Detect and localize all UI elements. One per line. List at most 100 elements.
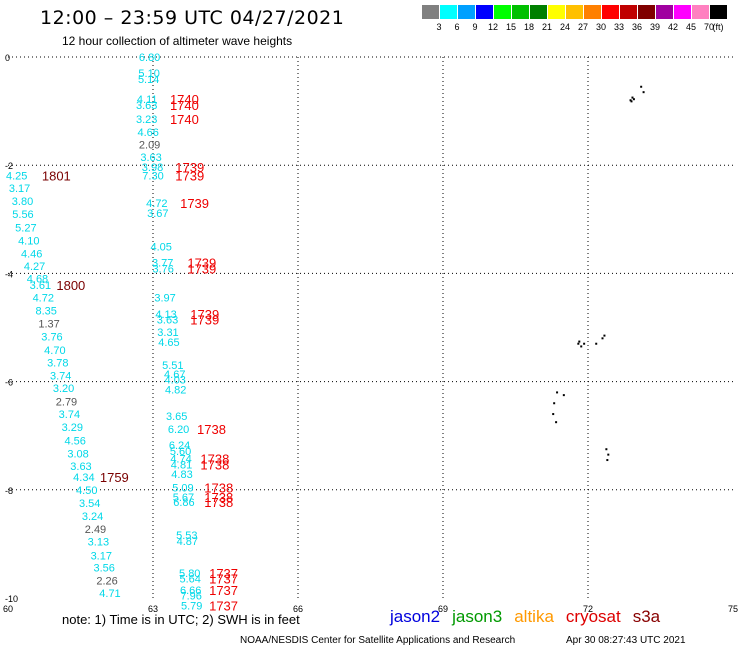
wave-height-value: 4.50 <box>76 485 97 497</box>
scale-swatch <box>440 5 457 19</box>
satellite-legend: jason2 jason3 altika cryosat s3a <box>390 607 672 627</box>
wave-height-value: 2.09 <box>139 140 160 152</box>
wave-height-value: 6.24 <box>169 440 190 452</box>
wave-height-value: 4.66 <box>137 127 158 139</box>
wave-height-value: 2.79 <box>56 397 77 409</box>
wave-height-value: 4.70 <box>44 345 65 357</box>
footer-note: note: 1) Time is in UTC; 2) SWH is in fe… <box>62 612 300 627</box>
wave-height-value: 4.13 <box>155 309 176 321</box>
wave-height-value: 5.51 <box>162 360 183 372</box>
wave-height-value: 3.63 <box>140 152 161 164</box>
time-label: 1738 <box>200 451 229 466</box>
wave-height-value: 3.17 <box>9 183 30 195</box>
wave-height-value: 3.20 <box>53 383 74 395</box>
satellite-legend-item: s3a <box>632 607 661 626</box>
credit-text: NOAA/NESDIS Center for Satellite Applica… <box>240 635 516 646</box>
wave-height-value: 3.29 <box>62 422 83 434</box>
wave-height-value: 3.80 <box>12 196 33 208</box>
scale-label: 39 <box>649 22 660 32</box>
time-label: 1801 <box>42 168 71 183</box>
land-outline-mark <box>631 96 634 99</box>
land-outline-mark <box>578 340 581 343</box>
wave-height-value: 3.77 <box>152 258 173 270</box>
time-label: 1738 <box>204 495 233 510</box>
scale-swatch <box>710 5 727 19</box>
x-tick-label: 69 <box>438 604 448 614</box>
wave-height-value: 3.65 <box>166 411 187 423</box>
wave-height-value: 3.56 <box>93 563 114 575</box>
scale-swatch <box>692 5 709 19</box>
land-outline-mark <box>595 342 598 345</box>
scale-swatch <box>656 5 673 19</box>
wave-height-value: 5.53 <box>176 530 197 542</box>
time-label: 1739 <box>187 262 216 277</box>
generated-timestamp: Apr 30 08:27:43 UTC 2021 <box>566 635 686 646</box>
scale-swatch <box>548 5 565 19</box>
wave-height-value: 3.31 <box>157 327 178 339</box>
time-label: 1738 <box>197 422 226 437</box>
land-outline-mark <box>642 91 645 94</box>
y-tick-label: -8 <box>5 486 13 496</box>
wave-height-value: 3.74 <box>50 371 71 383</box>
scale-swatch <box>620 5 637 19</box>
scale-label: 27 <box>577 22 588 32</box>
satellite-legend-item: jason2 <box>390 607 441 626</box>
wave-height-value: 8.35 <box>35 306 56 318</box>
time-label: 1800 <box>56 278 85 293</box>
wave-height-value: 4.65 <box>158 337 179 349</box>
time-label: 1739 <box>175 160 204 175</box>
scale-swatch <box>458 5 475 19</box>
wave-height-value: 5.60 <box>170 446 191 458</box>
wave-height-value: 4.87 <box>177 536 198 548</box>
wave-height-value: 3.63 <box>70 461 91 473</box>
scale-swatch <box>530 5 547 19</box>
wave-height-value: 5.14 <box>138 74 159 86</box>
wave-height-value: 4.68 <box>27 273 48 285</box>
chart-title: 12:00 – 23:59 UTC 04/27/2021 <box>40 7 345 29</box>
x-tick-label: 75 <box>728 604 738 614</box>
land-outline-mark <box>632 98 635 101</box>
wave-height-value: 3.67 <box>147 208 168 220</box>
scale-label: 24 <box>559 22 570 32</box>
chart-subtitle: 12 hour collection of altimeter wave hei… <box>62 34 293 48</box>
wave-height-value: 7.30 <box>142 170 163 182</box>
wave-height-value: 3.78 <box>47 358 68 370</box>
x-tick-label: 63 <box>148 604 158 614</box>
wave-height-value: 4.82 <box>165 385 186 397</box>
wave-height-value: 4.11 <box>137 94 158 106</box>
wave-height-value: 4.74 <box>170 453 191 465</box>
land-outline-mark <box>553 402 556 405</box>
color-scale-legend: 3 6 9 12 15 18 21 24 27 30 33 36 39 42 45 70 (ft) <box>422 5 740 35</box>
wave-height-value: 3.97 <box>154 293 175 305</box>
wave-height-value: 6.80 <box>139 52 160 64</box>
scale-swatch <box>602 5 619 19</box>
wave-height-value: 6.66 <box>180 585 201 597</box>
scale-label: 42 <box>667 22 678 32</box>
time-label: 1739 <box>180 196 209 211</box>
scale-swatch <box>476 5 493 19</box>
y-tick-label: 0 <box>5 53 10 63</box>
scale-label: 15 <box>505 22 516 32</box>
satellite-legend-item: cryosat <box>565 607 621 626</box>
y-tick-label: -10 <box>5 594 18 604</box>
land-outline-mark <box>606 459 609 462</box>
time-label: 1739 <box>190 312 219 327</box>
wave-height-value: 4.34 <box>73 472 94 484</box>
land-outline-mark <box>583 342 586 345</box>
wave-height-value: 1.37 <box>38 319 59 331</box>
wave-height-value: 5.56 <box>12 209 33 221</box>
x-tick-label: 72 <box>583 604 593 614</box>
land-outline-mark <box>577 342 580 345</box>
scale-label: 9 <box>472 22 478 32</box>
wave-height-value: 7.96 <box>180 590 201 602</box>
x-tick-label: 60 <box>3 604 13 614</box>
wave-height-value: 6.86 <box>173 497 194 509</box>
wave-height-value: 3.23 <box>136 114 157 126</box>
time-label: 1759 <box>100 470 129 485</box>
wave-height-value: 5.10 <box>138 68 159 80</box>
wave-height-value: 5.27 <box>15 222 36 234</box>
y-tick-label: -4 <box>5 269 13 279</box>
wave-height-value: 4.27 <box>24 261 45 273</box>
wave-height-value: 3.76 <box>41 332 62 344</box>
